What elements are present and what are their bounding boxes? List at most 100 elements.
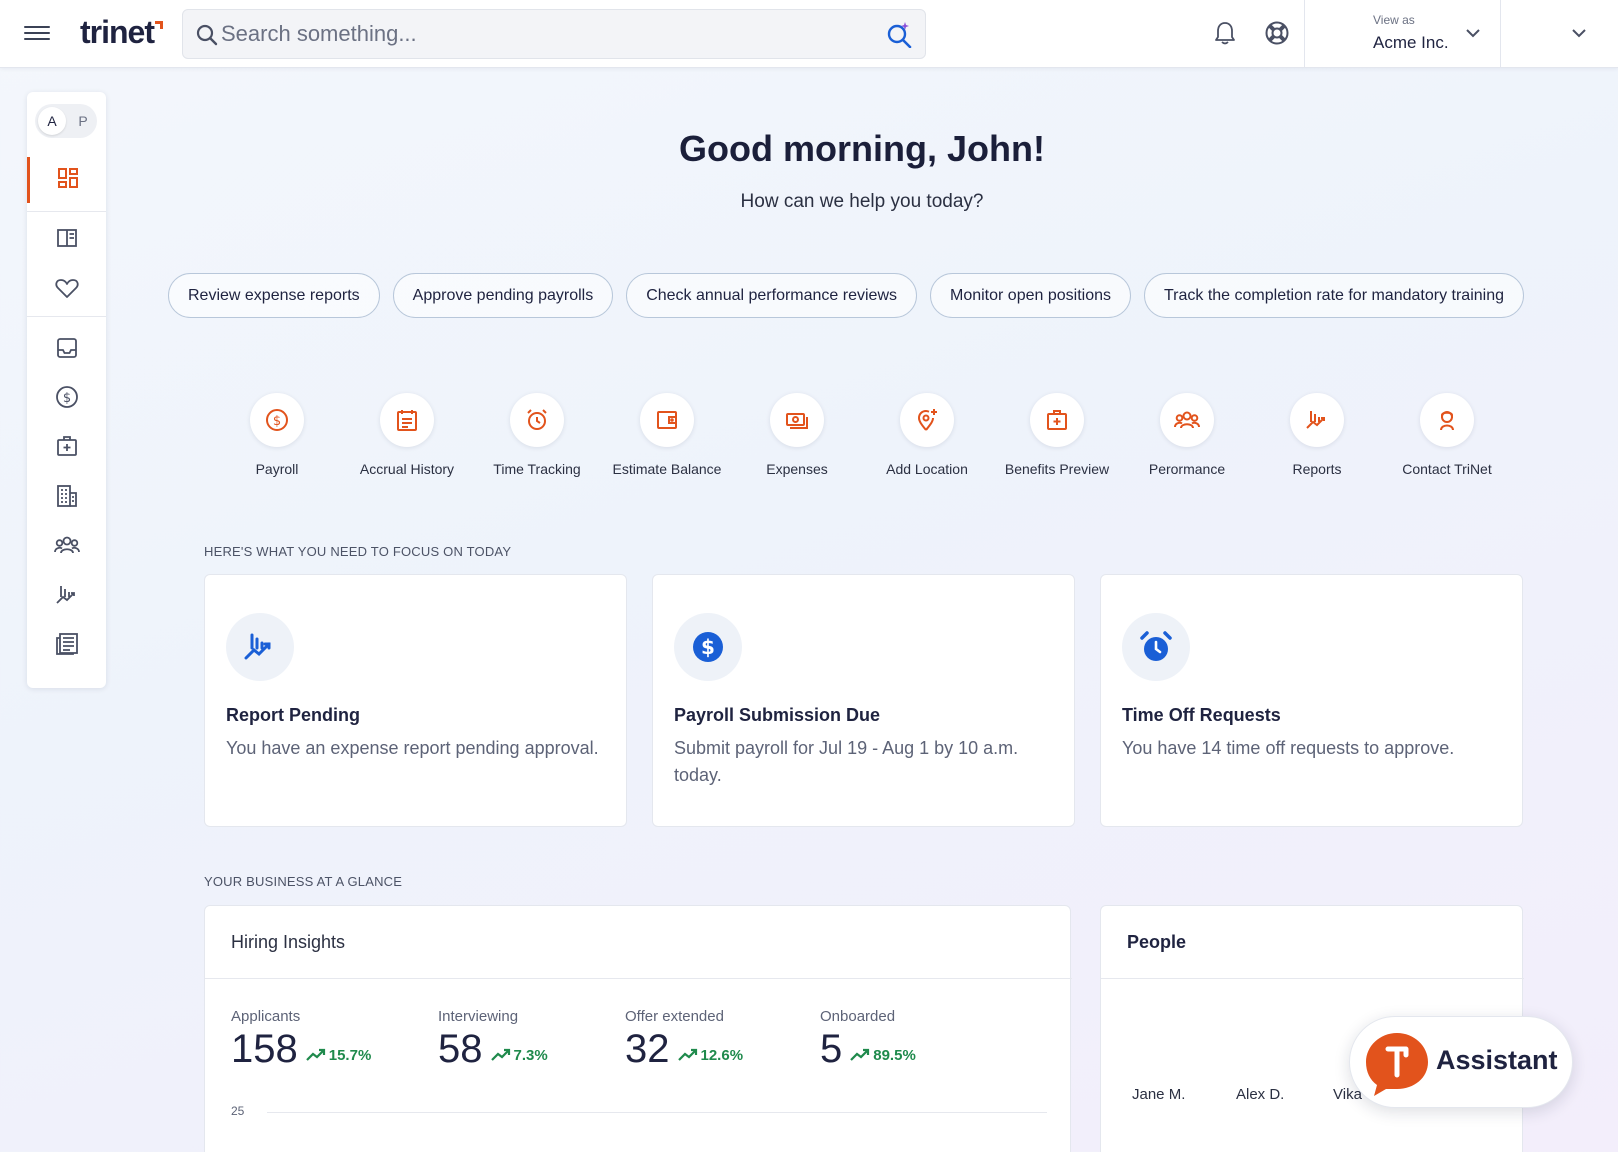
metric-interviewing[interactable]: Interviewing 58 7.3% <box>438 1008 548 1072</box>
team-icon <box>53 534 80 561</box>
rail-item-payroll[interactable]: $ <box>27 376 106 422</box>
suggestion-chip[interactable]: Check annual performance reviews <box>626 273 917 318</box>
chart-icon <box>1290 393 1344 447</box>
view-as-selector[interactable]: View as Acme Inc. <box>1304 0 1500 68</box>
rail-item-directory[interactable] <box>27 217 106 263</box>
focus-card-title: Time Off Requests <box>1122 705 1281 725</box>
focus-card-payroll-due[interactable]: $ Payroll Submission Due Submit payroll … <box>652 574 1075 827</box>
quick-action-reports[interactable]: Reports <box>1252 393 1382 477</box>
rail-item-company[interactable] <box>27 475 106 521</box>
rail-item-people[interactable] <box>27 524 106 570</box>
hamburger-icon[interactable] <box>24 22 50 44</box>
metric-change: 12.6% <box>677 1046 744 1064</box>
alarm-clock-icon <box>1122 613 1190 681</box>
people-title: People <box>1127 932 1187 952</box>
rail-item-reports[interactable] <box>27 574 106 620</box>
cash-icon <box>770 393 824 447</box>
chart-gridline <box>267 1112 1047 1113</box>
hiring-insights-card: Hiring Insights Applicants 158 15.7% Int… <box>204 905 1072 1152</box>
svg-text:$: $ <box>701 635 715 659</box>
suggestion-chip[interactable]: Track the completion rate for mandatory … <box>1143 273 1524 318</box>
metric-value: 32 <box>625 1027 670 1071</box>
inbox-icon <box>56 337 78 364</box>
metric-label: Interviewing <box>438 1008 519 1025</box>
rail-item-benefits[interactable] <box>27 267 106 313</box>
greeting-subtitle: How can we help you today? <box>740 191 984 212</box>
quick-action-label: Add Location <box>886 461 968 477</box>
svg-text:$: $ <box>62 391 70 406</box>
focus-card-desc: Submit payroll for Jul 19 - Aug 1 by 10 … <box>674 738 1019 785</box>
trend-up-icon <box>490 1048 510 1061</box>
trinet-logo[interactable]: trinet <box>80 14 163 51</box>
book-icon <box>56 227 78 254</box>
metric-offer-extended[interactable]: Offer extended 32 12.6% <box>625 1008 743 1072</box>
rail-item-dashboard[interactable] <box>27 157 106 203</box>
heart-icon <box>54 277 79 304</box>
suggestion-chip[interactable]: Approve pending payrolls <box>392 273 614 318</box>
trend-up-icon <box>305 1048 325 1061</box>
contact-person-icon <box>1420 393 1474 447</box>
quick-action-label: Estimate Balance <box>612 461 722 477</box>
quick-action-label: Expenses <box>766 461 828 477</box>
trend-up-icon <box>677 1048 697 1061</box>
focus-card-desc: You have 14 time off requests to approve… <box>1122 738 1455 758</box>
alarm-clock-icon <box>510 393 564 447</box>
metric-applicants[interactable]: Applicants 158 15.7% <box>231 1008 371 1072</box>
quick-action-label: Payroll <box>255 461 299 477</box>
quick-action-label: Benefits Preview <box>1004 461 1110 477</box>
dollar-circle-icon: $ <box>55 385 79 414</box>
person-name[interactable]: Vika <box>1333 1086 1362 1103</box>
wallet-icon <box>640 393 694 447</box>
focus-card-time-off[interactable]: Time Off Requests You have 14 time off r… <box>1100 574 1523 827</box>
ai-search-icon[interactable] <box>885 20 913 53</box>
rail-item-health[interactable] <box>27 425 106 471</box>
toggle-option-p[interactable]: P <box>78 113 88 129</box>
rail-item-inbox[interactable] <box>27 327 106 373</box>
metric-change-value: 7.3% <box>513 1046 548 1064</box>
quick-action-benefits-preview[interactable]: Benefits Preview <box>992 393 1122 477</box>
account-menu[interactable] <box>1500 0 1618 68</box>
suggestion-chip[interactable]: Review expense reports <box>168 273 380 318</box>
search-icon <box>195 23 219 52</box>
chart-y-tick: 25 <box>231 1104 245 1118</box>
suggestion-chips: Review expense reports Approve pending p… <box>168 273 1524 318</box>
focus-section-title: HERE'S WHAT YOU NEED TO FOCUS ON TODAY <box>204 544 512 559</box>
left-nav-rail: A P $ <box>27 92 106 688</box>
metric-label: Applicants <box>231 1008 301 1025</box>
quick-action-add-location[interactable]: Add Location <box>862 393 992 477</box>
quick-action-payroll[interactable]: $ Payroll <box>212 393 342 477</box>
company-name: Acme Inc. <box>1373 33 1449 52</box>
focus-card-report-pending[interactable]: Report Pending You have an expense repor… <box>204 574 627 827</box>
person-name[interactable]: Alex D. <box>1236 1086 1285 1103</box>
metric-change: 89.5% <box>850 1047 916 1064</box>
quick-action-time-tracking[interactable]: Time Tracking <box>472 393 602 477</box>
assistant-label: Assistant <box>1436 1045 1558 1075</box>
quick-action-performance[interactable]: Perormance <box>1122 393 1252 477</box>
quick-action-contact-trinet[interactable]: Contact TriNet <box>1382 393 1512 477</box>
quick-action-estimate-balance[interactable]: Estimate Balance <box>602 393 732 477</box>
quick-action-label: Perormance <box>1148 461 1226 477</box>
metric-value: 158 <box>231 1027 298 1071</box>
chart-icon <box>55 583 79 612</box>
help-lifebuoy-icon[interactable] <box>1264 20 1290 51</box>
search-bar <box>182 9 926 59</box>
quick-action-expenses[interactable]: Expenses <box>732 393 862 477</box>
report-chart-icon <box>226 613 294 681</box>
dollar-circle-icon: $ <box>250 393 304 447</box>
metric-change-value: 15.7% <box>328 1046 372 1064</box>
search-input[interactable] <box>221 18 861 50</box>
glance-section-title: YOUR BUSINESS AT A GLANCE <box>204 874 403 889</box>
bell-icon[interactable] <box>1214 20 1236 51</box>
metric-change-value: 12.6% <box>700 1046 744 1064</box>
rail-item-documents[interactable] <box>27 623 106 669</box>
quick-action-label: Reports <box>1292 461 1342 477</box>
chevron-down-icon <box>1571 26 1587 44</box>
metric-onboarded[interactable]: Onboarded 5 89.5% <box>820 1008 916 1072</box>
dashboard-icon <box>57 167 79 194</box>
quick-action-accrual-history[interactable]: Accrual History <box>342 393 472 477</box>
assistant-button[interactable]: Assistant <box>1349 1016 1573 1108</box>
metric-change-value: 89.5% <box>873 1046 916 1064</box>
person-name[interactable]: Jane M. <box>1132 1086 1186 1103</box>
toggle-option-a[interactable]: A <box>38 107 66 135</box>
suggestion-chip[interactable]: Monitor open positions <box>930 273 1131 318</box>
